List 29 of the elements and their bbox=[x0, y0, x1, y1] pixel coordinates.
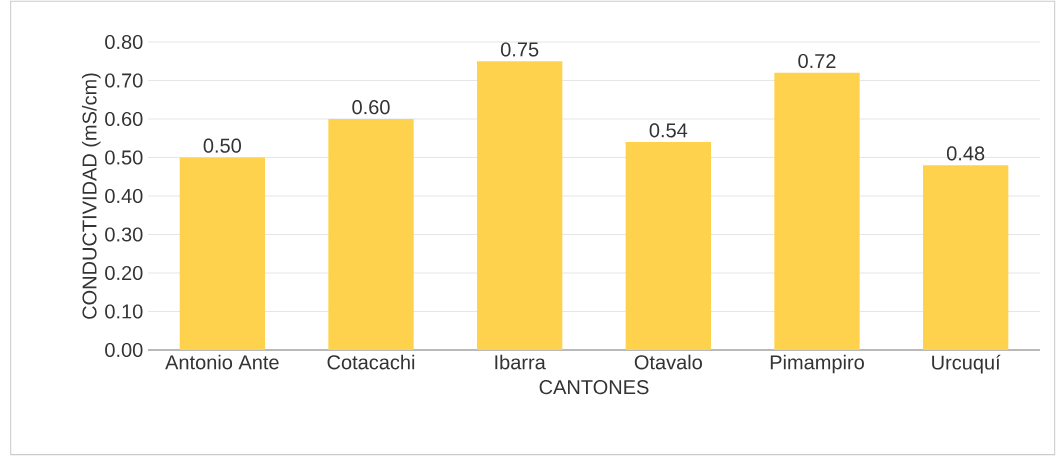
x-tick-label: Pimampiro bbox=[770, 354, 864, 374]
data-label: 0.75 bbox=[500, 42, 539, 57]
y-tick-label: 0.40 bbox=[105, 188, 143, 204]
y-tick-label: 0.80 bbox=[105, 34, 143, 50]
x-tick-label: Cotacachi bbox=[327, 354, 415, 370]
data-label: 0.72 bbox=[798, 53, 836, 69]
x-tick-label: Antonio Ante bbox=[165, 354, 279, 370]
y-tick-label: 0.00 bbox=[105, 342, 143, 358]
bar bbox=[923, 165, 1009, 350]
y-tick-label: 0.60 bbox=[105, 111, 143, 127]
data-label: 0.54 bbox=[649, 123, 688, 138]
bar bbox=[625, 142, 711, 350]
y-tick-label: 0.30 bbox=[105, 227, 143, 242]
bar bbox=[328, 119, 414, 350]
bar bbox=[774, 72, 860, 350]
bar bbox=[179, 157, 266, 350]
x-tick-label: Otavalo bbox=[634, 354, 702, 370]
x-tick-label: Ibarra bbox=[495, 354, 546, 370]
bar bbox=[477, 61, 563, 350]
data-label: 0.48 bbox=[946, 146, 985, 161]
y-tick-label: 0.70 bbox=[105, 73, 143, 88]
data-label: 0.60 bbox=[352, 100, 390, 115]
y-tick-label: 0.50 bbox=[105, 150, 143, 165]
y-tick-label: 0.10 bbox=[105, 304, 143, 319]
x-tick-label: Urcuquí bbox=[932, 354, 1001, 374]
x-axis-title: CANTONES bbox=[539, 380, 649, 395]
y-axis-title: CONDUCTIVIDAD (mS/cm) bbox=[81, 73, 101, 319]
y-tick-label: 0.20 bbox=[105, 265, 143, 281]
data-label: 0.50 bbox=[203, 138, 242, 153]
